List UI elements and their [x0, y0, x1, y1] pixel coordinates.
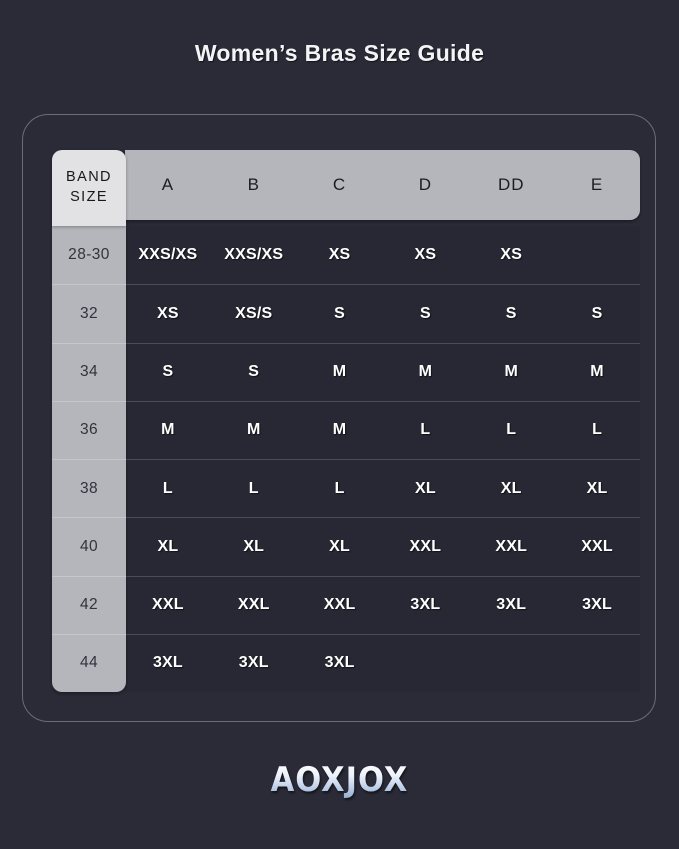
size-cell: XS/S [235, 304, 273, 322]
size-cell: XL [243, 537, 265, 555]
size-table-body: XXS/XS XXS/XS XS XS XS XS XS/S S S S S S S M M M M M M M L L L… [125, 226, 640, 692]
band-size-cell: 34 [52, 342, 126, 401]
size-cell: L [334, 479, 345, 497]
size-cell: XXL [152, 596, 184, 614]
cup-size-header-dd: DD [497, 175, 525, 194]
brand-wordmark: AOXJOX [270, 760, 409, 800]
size-cell: XL [500, 479, 522, 497]
size-cell: XXS/XS [224, 246, 284, 264]
size-cell: M [161, 421, 175, 439]
size-cell: XS [157, 304, 179, 322]
size-cell: 3XL [582, 596, 613, 614]
band-size-cell: 28-30 [68, 246, 110, 264]
band-size-header-line1: BAND [66, 169, 112, 186]
size-cell: XL [414, 479, 436, 497]
size-cell: 3XL [496, 596, 527, 614]
size-cell: S [162, 363, 174, 381]
size-cell: XXS/XS [138, 246, 198, 264]
size-cell: L [420, 421, 431, 439]
size-cell: 3XL [324, 654, 355, 672]
cup-size-header-c: C [332, 175, 347, 194]
band-size-cell: 32 [52, 284, 126, 342]
size-cell: S [419, 304, 431, 322]
band-size-cell: 38 [52, 459, 126, 517]
size-cell: XXL [323, 596, 356, 614]
band-size-column: 28-30 32 34 36 38 40 42 44 [52, 226, 126, 692]
size-cell: S [334, 304, 345, 322]
size-guide-card [22, 114, 656, 722]
size-cell: XXL [495, 537, 528, 555]
size-cell: XXL [581, 537, 613, 555]
size-cell: 3XL [410, 596, 441, 614]
size-cell: M [418, 363, 433, 381]
cup-size-header-a: A [161, 175, 175, 194]
table-row: 3XL 3XL 3XL [125, 633, 640, 692]
size-cell: M [332, 363, 347, 381]
size-cell: L [162, 479, 173, 497]
cup-size-header-d: D [418, 175, 433, 194]
size-cell: XXL [237, 596, 270, 614]
size-cell: M [504, 363, 518, 381]
table-row: XS XS/S S S S S [125, 284, 640, 342]
size-cell: L [248, 479, 259, 497]
band-size-cell: 36 [52, 400, 126, 459]
size-cell: XS [500, 246, 523, 264]
band-size-cell: 44 [52, 633, 126, 692]
size-cell: XL [157, 537, 179, 555]
size-guide-table: BAND SIZE A B C D DD E 28-30 32 34 36 38 40 42 44 XX… [52, 150, 640, 695]
size-cell: L [592, 421, 603, 439]
size-cell: M [246, 421, 261, 439]
size-cell: S [248, 363, 260, 381]
table-row: XL XL XL XXL XXL XXL [125, 517, 640, 575]
band-size-cell: 40 [52, 517, 126, 575]
size-cell: XL [329, 537, 350, 555]
size-cell: XL [586, 479, 608, 497]
size-cell: XS [414, 246, 437, 264]
size-cell: S [591, 304, 603, 322]
table-row: XXL XXL XXL 3XL 3XL 3XL [125, 575, 640, 634]
band-size-cell: 42 [52, 575, 126, 634]
band-size-header-cell: BAND SIZE [52, 150, 126, 226]
cup-size-header-columns: A B C D DD E [125, 150, 640, 220]
size-cell: XXL [409, 537, 442, 555]
size-cell: 3XL [238, 654, 269, 672]
brand-logo: AOXJOX [0, 760, 679, 800]
size-cell: S [505, 304, 517, 322]
size-cell: L [506, 421, 517, 439]
size-cell: 3XL [152, 654, 183, 672]
cup-size-header-b: B [247, 175, 260, 194]
size-cell: M [332, 421, 347, 439]
cup-size-header-e: E [590, 175, 604, 194]
page-title: Women’s Bras Size Guide [194, 40, 485, 66]
size-cell: M [590, 363, 604, 381]
table-row: L L L XL XL XL [125, 459, 640, 517]
size-cell: XS [328, 246, 351, 264]
table-row: XXS/XS XXS/XS XS XS XS [125, 226, 640, 284]
cup-size-header-row: A B C D DD E [125, 150, 640, 220]
band-size-header-line2: SIZE [70, 189, 108, 205]
